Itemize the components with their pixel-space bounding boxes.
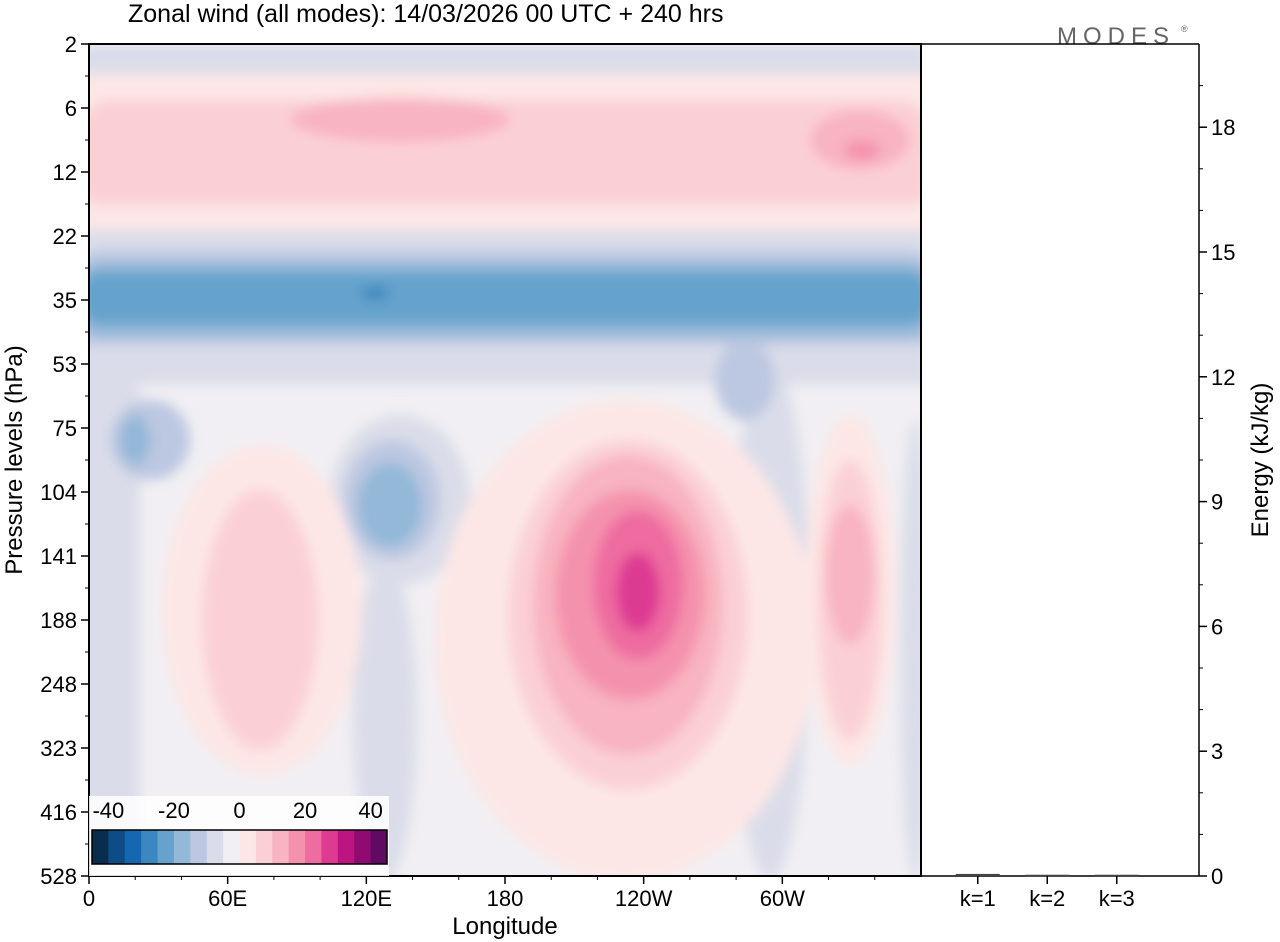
y-tick-label: 75 [53,416,77,441]
chart-title: Zonal wind (all modes): 14/03/2026 00 UT… [128,0,723,28]
energy-category-label: k=2 [1029,886,1065,911]
westerly-120w-core [616,552,660,632]
colorbar-cell [321,830,339,864]
energy-tick-label: 18 [1211,115,1235,140]
colorbar-cell [337,830,355,864]
westerly-40e-core [202,490,318,750]
colorbar-cell [305,830,322,864]
easterly-cell-110e-core [358,463,422,547]
colorbar-cell [141,830,159,864]
colorbar-cell [272,830,290,864]
x-tick-label: 0 [83,886,95,911]
colorbar-cell [190,830,208,864]
energy-axis-label: Energy (kJ/kg) [1247,383,1274,538]
energy-tick-label: 15 [1211,240,1235,265]
colorbar-tick-label: 40 [358,798,382,823]
westerly-core-3 [844,140,880,160]
energy-bar [1025,874,1070,877]
energy-category-label: k=3 [1099,886,1135,911]
colorbar-tick-label: -20 [158,798,190,823]
colorbar-cell [255,830,273,864]
y-tick-label: 2 [65,32,77,57]
y-tick-label: 248 [40,672,77,697]
colorbar-cell [223,830,240,864]
y-tick-label: 53 [53,352,77,377]
energy-panel: 0 3 6 9 12 15 18 k=1 k=2 k=3 Energy (kJ/kg) [921,43,1274,911]
colorbar-tick-label: -40 [92,798,124,823]
y-tick-label: 6 [65,96,77,121]
x-tick-label: 60E [208,886,247,911]
easterly-max [361,286,389,300]
colorbar-cell [157,830,175,864]
colorbar-cell [288,830,306,864]
colorbar-frame [91,829,388,865]
band-lower-light-blue [89,345,921,385]
easterly-column-right [900,420,921,876]
y-tick-label: 141 [40,544,77,569]
colorbar-cell [124,830,142,864]
wind-field [89,44,921,876]
y-axis-label: Pressure levels (hPa) [1,345,28,574]
easterly-column-60w-top [715,340,775,420]
colorbar-cell [206,830,224,864]
y-tick-label: 104 [40,480,77,505]
colorbar: -40 -20 0 20 40 [89,796,389,876]
colorbar-cell [370,830,388,864]
westerly-core-1 [290,98,510,142]
colorbar-cell [92,830,109,864]
energy-category-label: k=1 [960,886,996,911]
wind-bands [89,44,921,876]
band-pink-fade [89,205,921,230]
y-tick-label: 528 [40,864,77,889]
y-tick-label: 416 [40,800,77,825]
y-tick-label: 22 [53,224,77,249]
x-tick-label: 120W [615,886,673,911]
westerly-core-2 [810,110,910,170]
energy-tick-label: 12 [1211,365,1235,390]
band-top-light-blue [89,44,921,74]
energy-bar [1094,874,1139,877]
band-easterly-core [89,272,921,324]
y-tick-label: 323 [40,736,77,761]
y-tick-label: 35 [53,288,77,313]
x-tick-label: 60W [760,886,805,911]
energy-tick-label: 9 [1211,490,1223,515]
x-axis-label: Longitude [452,913,557,940]
band-top-pink [89,74,921,104]
modes-logo: MODES [1057,23,1175,50]
easterly-cell-60e-core [120,415,150,465]
colorbar-tick-label: 20 [293,798,317,823]
x-tick-label: 180 [487,886,524,911]
energy-tick-label: 3 [1211,739,1223,764]
x-tick-label: 120E [341,886,392,911]
energy-bar [955,873,1000,876]
energy-tick-label: 0 [1211,864,1223,889]
y-tick-label: 188 [40,608,77,633]
colorbar-tick-label: 0 [233,798,245,823]
energy-tick-label: 6 [1211,614,1223,639]
y-tick-label: 12 [53,160,77,185]
colorbar-cell [173,830,191,864]
colorbar-cell [354,830,372,864]
colorbar-cell [108,830,126,864]
modes-logo-mark: ® [1181,24,1188,34]
colorbar-cell [239,830,257,864]
westerly-60w-inner [826,505,874,645]
